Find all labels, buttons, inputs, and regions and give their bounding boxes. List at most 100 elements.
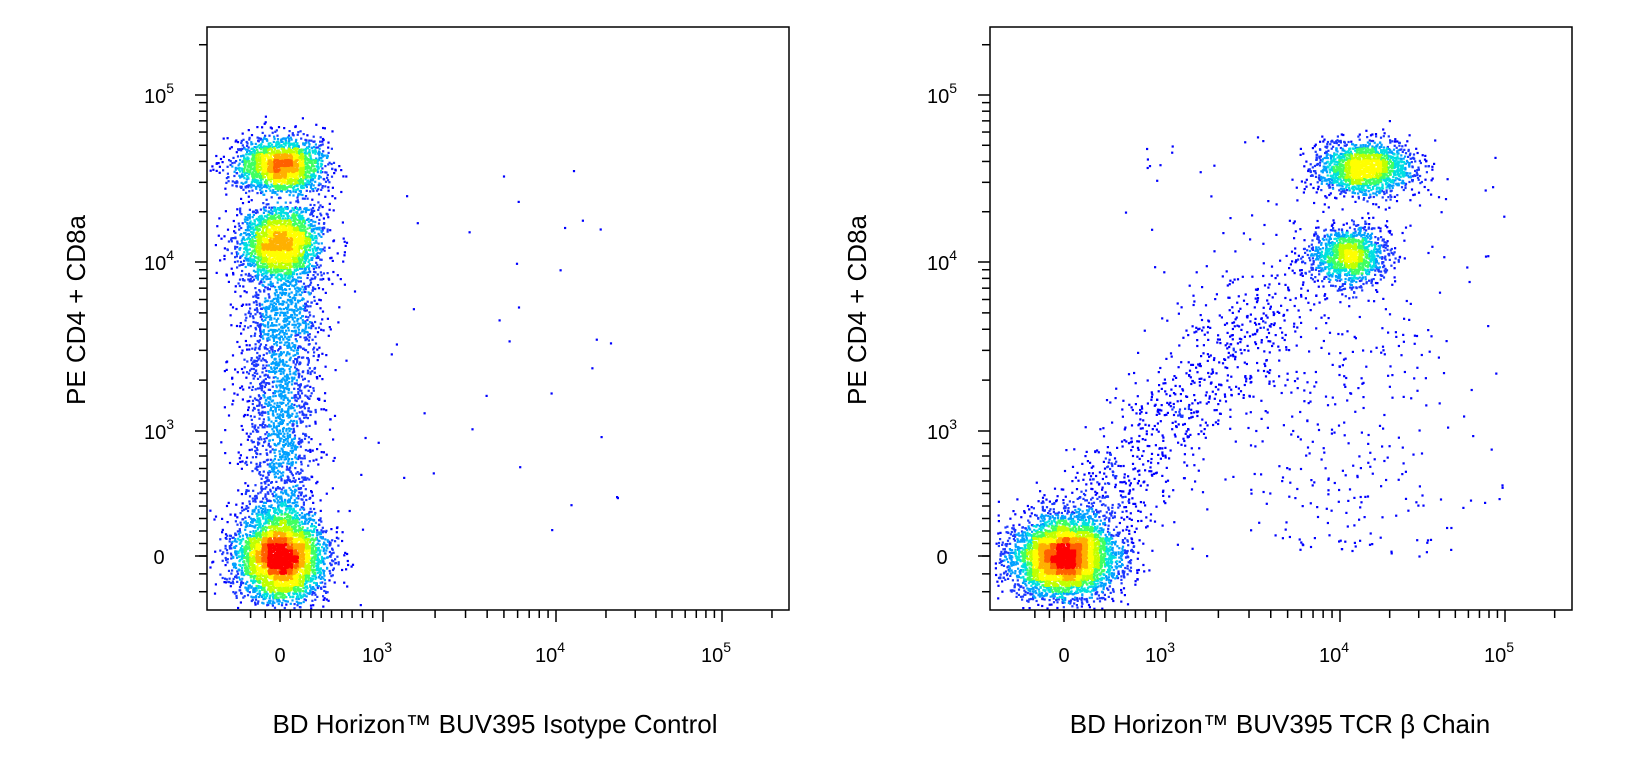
data-point <box>328 181 330 183</box>
data-point <box>270 421 272 423</box>
data-point <box>290 391 292 393</box>
data-point <box>264 509 266 511</box>
data-point <box>291 280 293 282</box>
data-point <box>314 321 316 323</box>
data-point <box>268 516 270 518</box>
data-point <box>312 502 314 504</box>
data-point <box>295 211 297 213</box>
data-point <box>212 561 214 563</box>
data-point <box>324 196 326 198</box>
data-point <box>249 449 251 451</box>
data-point <box>226 248 228 250</box>
data-point <box>252 599 254 601</box>
data-point <box>215 244 217 246</box>
data-point <box>600 228 602 230</box>
data-point <box>314 187 316 189</box>
data-point <box>254 335 256 337</box>
data-point <box>232 383 234 385</box>
data-point <box>313 184 315 186</box>
data-point <box>311 236 313 238</box>
chart-panel-isotype-control: 0 103 104 105 0103104105 BD Horizon™ BUV395… <box>61 27 789 739</box>
data-point <box>313 508 315 510</box>
data-point <box>280 370 282 372</box>
data-point <box>228 240 230 242</box>
data-point <box>253 214 255 216</box>
data-point <box>322 527 324 529</box>
data-point <box>237 242 239 244</box>
data-point <box>275 395 277 397</box>
data-point <box>265 493 267 495</box>
data-point <box>345 245 347 247</box>
data-point <box>262 426 264 428</box>
data-point <box>275 371 277 373</box>
data-point <box>263 212 265 214</box>
data-point <box>284 272 286 274</box>
data-point <box>264 440 266 442</box>
data-point <box>257 340 259 342</box>
data-point <box>251 535 253 537</box>
data-point <box>343 582 345 584</box>
data-point <box>343 254 345 256</box>
data-point <box>244 232 246 234</box>
data-point <box>300 487 302 489</box>
data-point <box>323 550 325 552</box>
data-point <box>277 216 279 218</box>
data-point <box>262 498 264 500</box>
data-point <box>257 180 259 182</box>
data-point <box>320 271 322 273</box>
data-point <box>303 298 305 300</box>
data-point <box>277 431 279 433</box>
data-point <box>268 484 270 486</box>
data-point <box>299 213 301 215</box>
data-point <box>309 314 311 316</box>
data-point <box>318 327 320 329</box>
data-point <box>277 434 279 436</box>
data-point <box>319 148 321 150</box>
data-point <box>265 210 267 212</box>
data-point <box>250 220 252 222</box>
data-point <box>267 333 269 335</box>
data-point <box>296 268 298 270</box>
data-point <box>331 283 333 285</box>
data-point <box>273 449 275 451</box>
data-point <box>274 286 276 288</box>
data-point <box>225 545 227 547</box>
data-point <box>296 501 298 503</box>
data-point <box>320 578 322 580</box>
data-point <box>281 604 283 606</box>
data-point <box>256 356 258 358</box>
data-point <box>281 438 283 440</box>
data-point <box>283 209 285 211</box>
data-point <box>228 180 230 182</box>
data-point <box>337 321 339 323</box>
data-point <box>250 382 252 384</box>
data-point <box>314 271 316 273</box>
data-point <box>255 227 257 229</box>
data-point <box>242 564 244 566</box>
data-point <box>219 538 221 540</box>
data-point <box>287 435 289 437</box>
data-point <box>275 488 277 490</box>
data-point <box>255 327 257 329</box>
data-point <box>341 569 343 571</box>
data-point <box>286 345 288 347</box>
data-point <box>245 153 247 155</box>
data-point <box>274 455 276 457</box>
data-point <box>322 311 324 313</box>
data-point <box>272 283 274 285</box>
data-point <box>289 373 291 375</box>
data-point <box>326 177 328 179</box>
data-point <box>503 175 505 177</box>
data-point <box>239 208 241 210</box>
data-point <box>259 229 261 231</box>
data-point <box>263 502 265 504</box>
data-point <box>243 170 245 172</box>
data-point <box>300 346 302 348</box>
data-point <box>270 217 272 219</box>
data-point <box>424 412 426 414</box>
data-point <box>247 485 249 487</box>
data-point <box>241 182 243 184</box>
data-point <box>304 226 306 228</box>
data-point <box>300 390 302 392</box>
data-point <box>294 481 296 483</box>
